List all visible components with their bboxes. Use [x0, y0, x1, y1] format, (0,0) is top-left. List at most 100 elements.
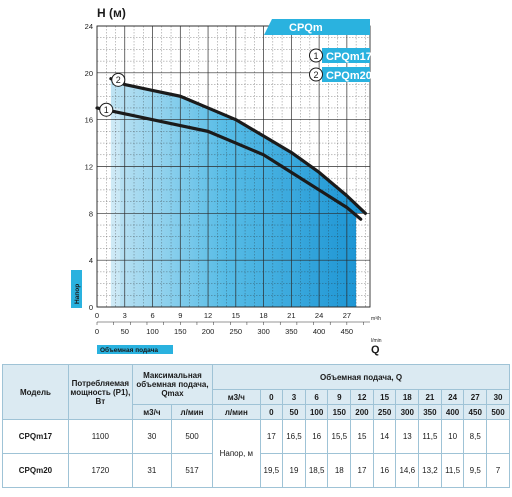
plot-frame	[96, 25, 371, 308]
th-flow-m3h: 30	[486, 389, 510, 405]
y-tick-label: 20	[85, 69, 93, 78]
th-flow-m3h: 3	[282, 389, 306, 405]
head-value: 18,5	[304, 453, 329, 488]
x-tick-label-lmin: 250	[230, 327, 243, 336]
legend-bg-2	[322, 67, 370, 82]
th-flow-m3h: 0	[259, 389, 284, 405]
y-tick-label: 4	[89, 256, 93, 265]
head-value: 14	[372, 419, 397, 454]
th-power: Потребляемая мощность (P1), Вт	[67, 364, 133, 420]
th-unit-l: л/мин	[212, 404, 261, 420]
th-flow-m3h: 6	[304, 389, 329, 405]
curve-layer	[95, 77, 367, 221]
y-tick-label: 12	[85, 163, 93, 172]
x-tick-label-lmin: 0	[95, 327, 99, 336]
row-model: CPQm17	[2, 419, 69, 454]
th-flow-lmin: 500	[486, 404, 510, 420]
head-value: 15	[350, 419, 374, 454]
x-tick-label-m3h: 12	[204, 311, 212, 320]
th-flow-lmin: 200	[350, 404, 374, 420]
legend-number-1: 1	[313, 51, 318, 61]
head-value: 15,5	[327, 419, 352, 454]
th-flow-m3h: 21	[418, 389, 442, 405]
th-qmax: Максимальная объемная подача, Qmax	[131, 364, 214, 405]
row-qmax-l: 517	[170, 453, 214, 488]
x-side-label: Объемная подача	[100, 346, 158, 354]
th-flow-lmin: 400	[440, 404, 465, 420]
th-unit-m3: м3/ч	[212, 389, 261, 405]
y-axis-title: H (м)	[97, 6, 126, 20]
chart-grid	[96, 25, 371, 308]
x-tick-label-lmin: 100	[146, 327, 159, 336]
th-flow-lmin: 0	[259, 404, 284, 420]
row-power: 1100	[67, 419, 133, 454]
head-value: 10	[440, 419, 465, 454]
x-unit-bottom: l/min	[371, 338, 382, 344]
th-flow-m3h: 24	[440, 389, 465, 405]
th-flow-lmin: 250	[372, 404, 397, 420]
head-value: 16,5	[282, 419, 306, 454]
series-markers: 12	[99, 72, 126, 117]
x-unit-top: m³/h	[371, 316, 381, 322]
head-value	[486, 419, 510, 454]
head-value: 17	[259, 419, 284, 454]
x-tick-label-lmin: 300	[257, 327, 270, 336]
series-marker-label-1: 1	[104, 105, 109, 115]
th-flow-lmin: 150	[327, 404, 352, 420]
legend-marker-1	[309, 48, 323, 63]
th-flow-m3h: 9	[327, 389, 352, 405]
chart-title: CPQm	[289, 22, 323, 34]
x-tick-label-m3h: 15	[232, 311, 240, 320]
y-tick-label: 0	[89, 303, 93, 312]
x-tick-label-m3h: 9	[178, 311, 182, 320]
row-power: 1720	[67, 453, 133, 488]
th-model: Модель	[2, 364, 69, 420]
y-side-label-bg	[71, 270, 82, 308]
row-qmax-l: 500	[170, 419, 214, 454]
x-tick-label-lmin: 450	[341, 327, 354, 336]
head-value: 19	[282, 453, 306, 488]
th-flow-lmin: 450	[463, 404, 488, 420]
y-tick-label: 24	[85, 22, 93, 31]
th-qmax-m3: м3/ч	[131, 404, 172, 420]
x-tick-label-m3h: 27	[343, 311, 351, 320]
y-side-label: Напор	[74, 284, 81, 304]
legend-number-2: 2	[313, 70, 318, 80]
th-flow-lmin: 50	[282, 404, 306, 420]
head-value: 8,5	[463, 419, 488, 454]
x-tick-label-lmin: 150	[174, 327, 187, 336]
x-side-label-bg	[97, 345, 173, 354]
series-marker-label-2: 2	[116, 75, 121, 85]
head-value: 9,5	[463, 453, 488, 488]
y-tick-label: 8	[89, 209, 93, 218]
x-tick-label-m3h: 24	[315, 311, 323, 320]
row-qmax-m3: 31	[131, 453, 172, 488]
legend-bg-1	[322, 48, 370, 63]
head-value: 16	[304, 419, 329, 454]
operating-area	[110, 78, 366, 307]
th-flow-lmin: 300	[395, 404, 420, 420]
head-value: 11,5	[418, 419, 442, 454]
head-value: 14,6	[395, 453, 420, 488]
head-value: 19,5	[259, 453, 284, 488]
legend-label-cpqm20: CPQm20	[326, 70, 372, 82]
x-axis-ticks: 0 3 6 9 12 15 18 21 24 27 0 50 100 150 200 250 300 350 400…	[95, 311, 370, 336]
series-marker-2	[111, 72, 126, 87]
legend-label-cpqm17: CPQm17	[326, 51, 372, 63]
head-value: 7	[486, 453, 510, 488]
th-flow-m3h: 12	[350, 389, 374, 405]
x-tick-label-lmin: 350	[285, 327, 298, 336]
head-value: 13	[395, 419, 420, 454]
x-tick-label-lmin: 400	[313, 327, 326, 336]
spec-table: Модель Потребляемая мощность (P1), Вт Ма…	[2, 364, 510, 488]
x-tick-label-lmin: 50	[121, 327, 129, 336]
x-tick-label-m3h: 0	[95, 311, 99, 320]
th-flow-m3h: 27	[463, 389, 488, 405]
head-value: 11,5	[440, 453, 465, 488]
x-axis-title: Q	[371, 344, 380, 356]
title-badge	[264, 19, 370, 35]
row-model: CPQm20	[2, 453, 69, 488]
legend-marker-2	[309, 67, 323, 82]
x-tick-label-m3h: 3	[123, 311, 127, 320]
